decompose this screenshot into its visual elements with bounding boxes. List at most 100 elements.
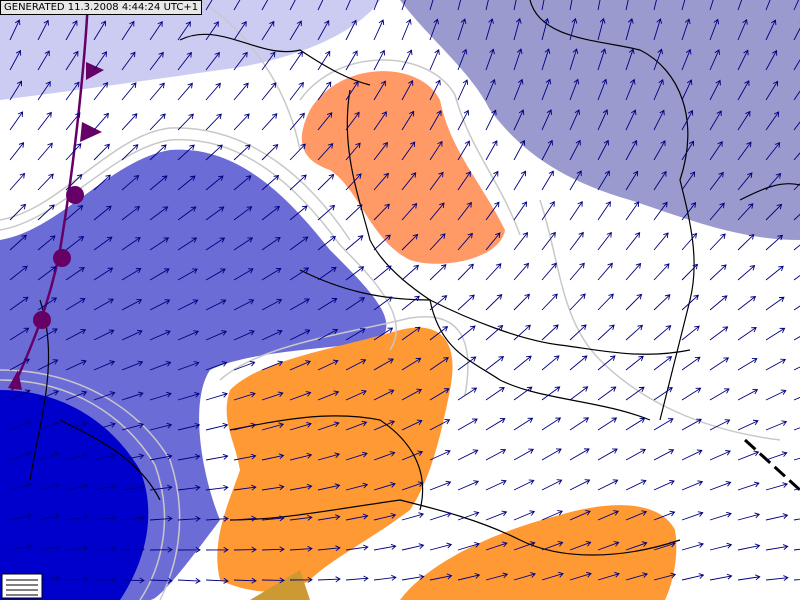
wind-arrow bbox=[569, 48, 579, 71]
wind-arrow bbox=[653, 0, 657, 11]
wind-arrow bbox=[429, 511, 452, 521]
wind-arrow bbox=[541, 479, 563, 491]
wind-arrow bbox=[177, 577, 201, 584]
wind-arrow bbox=[345, 173, 362, 191]
wind-arrow bbox=[485, 294, 503, 311]
wind-arrow bbox=[681, 263, 699, 281]
wind-arrow bbox=[37, 204, 55, 221]
wind-arrow bbox=[289, 483, 313, 491]
wind-arrow bbox=[177, 453, 201, 461]
wind-arrow bbox=[65, 267, 85, 281]
wind-arrow bbox=[485, 232, 501, 251]
wind-arrow bbox=[709, 450, 731, 461]
wind-arrow bbox=[205, 453, 229, 461]
wind-arrow bbox=[317, 173, 335, 191]
wind-arrow bbox=[317, 359, 339, 371]
wind-arrow bbox=[597, 417, 618, 431]
wind-arrow bbox=[93, 205, 112, 221]
wind-arrow bbox=[233, 484, 257, 491]
wind-arrow bbox=[177, 484, 201, 491]
wind-arrow bbox=[177, 515, 201, 522]
wind-arrow bbox=[569, 510, 591, 521]
wind-arrow bbox=[485, 324, 504, 341]
wind-arrow bbox=[569, 571, 592, 581]
wind-arrow bbox=[261, 484, 285, 491]
wind-arrow bbox=[765, 451, 788, 461]
wind-arrow bbox=[737, 80, 750, 101]
wind-arrow bbox=[401, 141, 416, 161]
wind-arrow bbox=[121, 237, 141, 251]
wind-arrow bbox=[793, 0, 800, 11]
wind-arrow bbox=[37, 266, 57, 281]
wind-arrow bbox=[149, 453, 173, 461]
wind-arrow bbox=[401, 264, 420, 281]
wind-arrow bbox=[513, 17, 522, 41]
wind-arrow bbox=[597, 262, 613, 281]
wind-arrow bbox=[737, 234, 755, 251]
wind-arrow bbox=[681, 542, 704, 551]
wind-arrow bbox=[65, 514, 89, 521]
wind-arrow bbox=[653, 140, 666, 161]
wind-arrow bbox=[289, 298, 310, 311]
wind-arrow bbox=[317, 235, 336, 251]
wind-arrow bbox=[317, 143, 334, 161]
wind-arrow bbox=[37, 142, 53, 161]
wind-arrow bbox=[681, 232, 698, 251]
wind-arrow bbox=[457, 109, 470, 131]
wind-arrow bbox=[709, 295, 728, 311]
wind-arrow bbox=[625, 355, 644, 371]
wind-arrow bbox=[401, 543, 425, 551]
wind-arrow bbox=[541, 139, 553, 161]
wind-arrow bbox=[149, 546, 173, 553]
wind-arrow bbox=[681, 171, 696, 191]
wind-arrow bbox=[429, 79, 441, 101]
wind-arrow bbox=[401, 481, 424, 491]
wind-arrow bbox=[345, 513, 369, 521]
wind-arrow bbox=[9, 420, 32, 431]
wind-arrows bbox=[9, 0, 800, 584]
wind-arrow bbox=[429, 110, 442, 131]
borders bbox=[29, 0, 800, 556]
wind-arrow bbox=[793, 488, 800, 491]
wind-arrow bbox=[93, 81, 109, 101]
wind-arrow bbox=[345, 359, 367, 371]
wind-arrow bbox=[345, 0, 351, 11]
wind-arrow bbox=[429, 573, 453, 581]
wind-arrow bbox=[625, 510, 648, 521]
wind-arrow bbox=[205, 330, 228, 341]
wind-arrow bbox=[149, 299, 171, 311]
slate-region bbox=[400, 0, 800, 240]
wind-arrow bbox=[653, 418, 674, 431]
wind-arrow bbox=[401, 202, 418, 221]
wind-arrow bbox=[149, 20, 163, 41]
wind-arrow bbox=[205, 0, 213, 11]
wind-arrow bbox=[289, 112, 305, 131]
wind-arrow bbox=[625, 48, 635, 71]
wind-arrow bbox=[485, 572, 509, 581]
wind-arrow bbox=[93, 267, 114, 281]
wind-arrow bbox=[625, 78, 636, 101]
wind-arrow bbox=[765, 234, 784, 251]
wind-arrow bbox=[681, 18, 691, 41]
wind-arrow bbox=[233, 20, 247, 41]
wind-arrow bbox=[289, 51, 303, 71]
wind-arrow bbox=[345, 482, 369, 491]
wind-arrow bbox=[765, 80, 779, 101]
wind-arrow bbox=[709, 202, 725, 221]
wind-arrow bbox=[9, 234, 27, 251]
wind-arrow bbox=[65, 328, 87, 341]
wind-arrow bbox=[289, 329, 311, 341]
wind-arrow bbox=[373, 389, 395, 401]
wind-arrow bbox=[457, 356, 477, 371]
wind-arrow bbox=[205, 82, 221, 101]
wind-arrow bbox=[345, 575, 369, 582]
wind-arrow bbox=[541, 510, 563, 521]
wind-arrow bbox=[485, 109, 497, 131]
wind-arrow bbox=[485, 510, 508, 521]
wind-arrow bbox=[653, 263, 670, 281]
wind-arrow bbox=[569, 448, 590, 461]
wind-arrow bbox=[709, 264, 727, 281]
wind-arrow bbox=[541, 78, 552, 101]
wind-arrow bbox=[317, 328, 339, 341]
